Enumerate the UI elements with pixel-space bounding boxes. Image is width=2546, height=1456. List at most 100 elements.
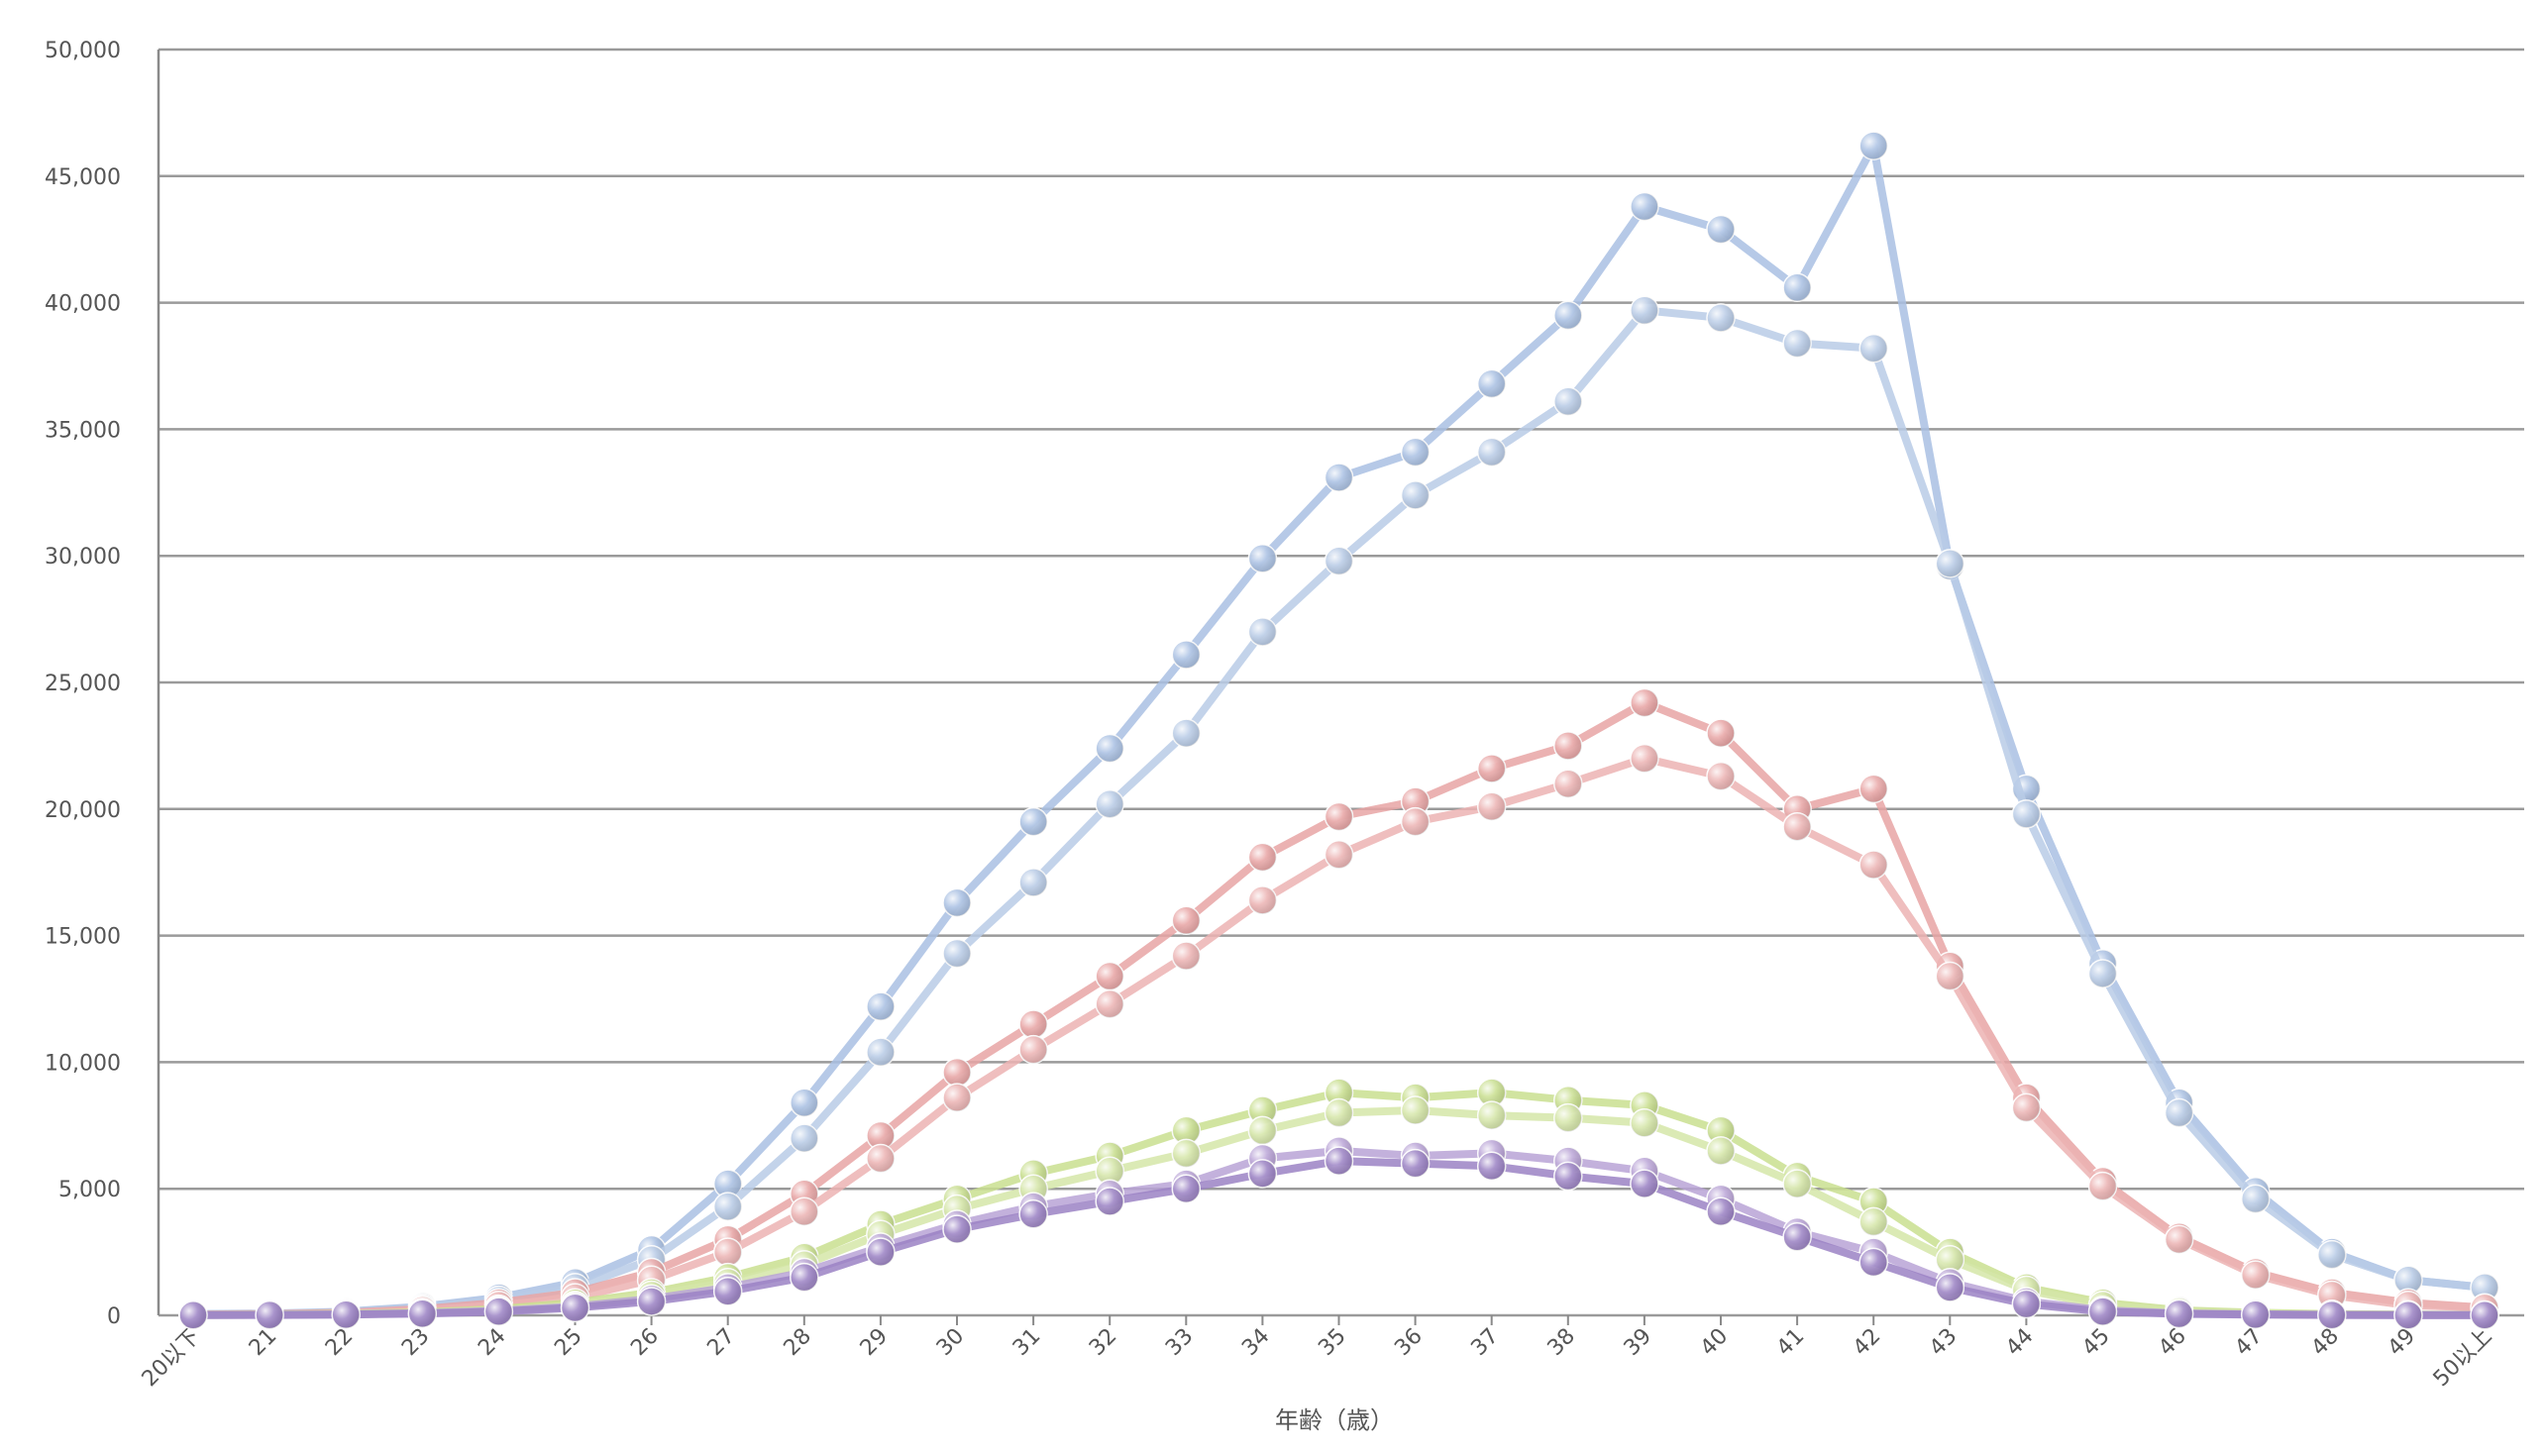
x-tick-label-0: 20以下 [138,1324,206,1393]
series-3-line [189,698,2489,1319]
x-tick-label-9: 29 [856,1324,893,1361]
x-tick-label-18: 38 [1543,1324,1580,1361]
x-tick-label-7: 27 [702,1324,739,1361]
x-tick-label-2: 22 [321,1324,358,1361]
series-3-point-shade-11 [1019,1010,1048,1039]
y-tick-label-4: 20,000 [45,798,121,823]
series-8-point-shade-26 [2165,1300,2193,1328]
series-1-point-shade-14 [1248,544,1277,572]
series-8-point-shade-18 [1553,1162,1582,1191]
series-1-point-shade-15 [1325,463,1353,491]
series-1-point-shade-11 [1019,807,1048,836]
y-tick-label-5: 25,000 [45,672,121,696]
x-tick-label-22: 42 [1849,1324,1885,1361]
series-2-point-shade-14 [1248,617,1277,646]
series-5-point-shade-13 [1172,1116,1201,1145]
series-6-point-shade-17 [1477,1101,1506,1130]
y-tick-label-2: 10,000 [45,1051,121,1076]
series-6-point-shade-13 [1172,1139,1201,1168]
series-1-point-shade-18 [1553,301,1582,330]
series-8-point-shade-12 [1096,1187,1124,1215]
x-tick-label-25: 45 [2077,1324,2114,1361]
series-8-point-shade-22 [1859,1248,1888,1277]
x-tick-label-30: 50以上 [2429,1324,2497,1393]
series-2-point-shade-9 [866,1038,895,1067]
x-axis-title: 年齢（歳） [1275,1406,1394,1434]
x-tick-label-17: 37 [1466,1324,1503,1361]
series-2-point-shade-20 [1707,303,1735,332]
series-8-point-shade-21 [1783,1222,1812,1251]
series-8-point-shade-8 [790,1263,818,1292]
series-6-point-shade-12 [1096,1157,1124,1186]
x-tick-label-3: 23 [397,1324,434,1361]
x-tick-label-5: 25 [550,1324,586,1361]
series-2-point-shade-15 [1325,547,1353,575]
series-8-point-shade-20 [1707,1197,1735,1226]
x-tick-label-1: 21 [245,1324,281,1361]
series-1-point-shade-7 [713,1170,742,1198]
y-tick-label-7: 35,000 [45,418,121,443]
series-4-point-shade-26 [2165,1225,2193,1254]
series-4-point-shade-8 [790,1197,818,1226]
series-2-point-shade-22 [1859,334,1888,363]
series-2-point-shade-29 [2393,1266,2422,1295]
x-axis-ticks: 20以下 21 22 23 24 25 26 27 28 29 30 31 32 33 34 35 36 37 38… [138,1315,2497,1393]
series-3 [178,687,2499,1329]
series-4-point-shade-17 [1477,792,1506,821]
series-4-point-shade-23 [1936,962,1964,990]
y-tick-label-10: 50,000 [45,39,121,63]
series-2-point-shade-26 [2165,1098,2193,1127]
series-4-point-shade-13 [1172,942,1201,971]
series-1-point-shade-10 [943,888,971,917]
series-3-point-shade-13 [1172,906,1201,935]
series-4-point-shade-27 [2241,1261,2270,1290]
series-8-point-shade-0 [179,1300,207,1329]
series-3-point-shade-9 [866,1121,895,1150]
series-8-point-shade-19 [1630,1170,1658,1198]
series-2-point-shade-16 [1401,480,1430,509]
series-8-point-shade-15 [1325,1147,1353,1176]
series-3-point-shade-22 [1859,775,1888,803]
y-tick-label-8: 40,000 [45,292,121,317]
series-8-point-shade-28 [2317,1300,2346,1329]
x-tick-label-16: 36 [1390,1324,1427,1361]
series-1-point-shade-17 [1477,369,1506,398]
series-5-point-shade-22 [1859,1187,1888,1215]
series-4-point-shade-14 [1248,885,1277,914]
x-tick-label-29: 49 [2384,1324,2420,1361]
x-tick-label-8: 28 [780,1324,816,1361]
series-2-point-shade-30 [2471,1273,2498,1301]
series-4-point-shade-21 [1783,812,1812,841]
series-2-point-shade-28 [2317,1240,2346,1269]
series-4 [178,743,2499,1330]
series-4-point-shade-24 [2012,1093,2041,1122]
series-2-point-shade-24 [2012,799,2041,828]
series-8-point-shade-3 [408,1300,437,1328]
series-3-point-shade-18 [1553,731,1582,760]
series-4-point-shade-18 [1553,770,1582,798]
x-tick-label-6: 26 [626,1324,663,1361]
series-4-point-shade-20 [1707,762,1735,790]
series-2-point-shade-11 [1019,868,1048,896]
series-1-point-shade-12 [1096,734,1124,763]
x-tick-label-20: 40 [1696,1324,1733,1361]
series-2-point-shade-17 [1477,438,1506,467]
series-8-point-shade-14 [1248,1159,1277,1188]
x-tick-label-12: 32 [1085,1324,1121,1361]
series-4-point-shade-9 [866,1144,895,1173]
series-3-point-shade-10 [943,1058,971,1087]
x-tick-label-15: 35 [1314,1324,1350,1361]
x-tick-label-26: 46 [2154,1324,2190,1361]
series-1-point-shade-8 [790,1089,818,1117]
series-2-point-shade-27 [2241,1185,2270,1213]
x-tick-label-13: 33 [1161,1324,1198,1361]
series-8-point-shade-23 [1936,1273,1964,1301]
series-4-point-shade-7 [713,1238,742,1267]
series-4-point-shade-19 [1630,744,1658,773]
series-6-point-shade-14 [1248,1116,1277,1145]
series-5-point-shade-15 [1325,1079,1353,1107]
y-axis-ticks: 0 5,000 10,000 15,000 20,000 25,000 30,000 35,0… [45,39,121,1329]
x-tick-label-19: 39 [1620,1324,1656,1361]
series-8-point-shade-25 [2088,1298,2117,1326]
series-1-point-shade-20 [1707,215,1735,244]
